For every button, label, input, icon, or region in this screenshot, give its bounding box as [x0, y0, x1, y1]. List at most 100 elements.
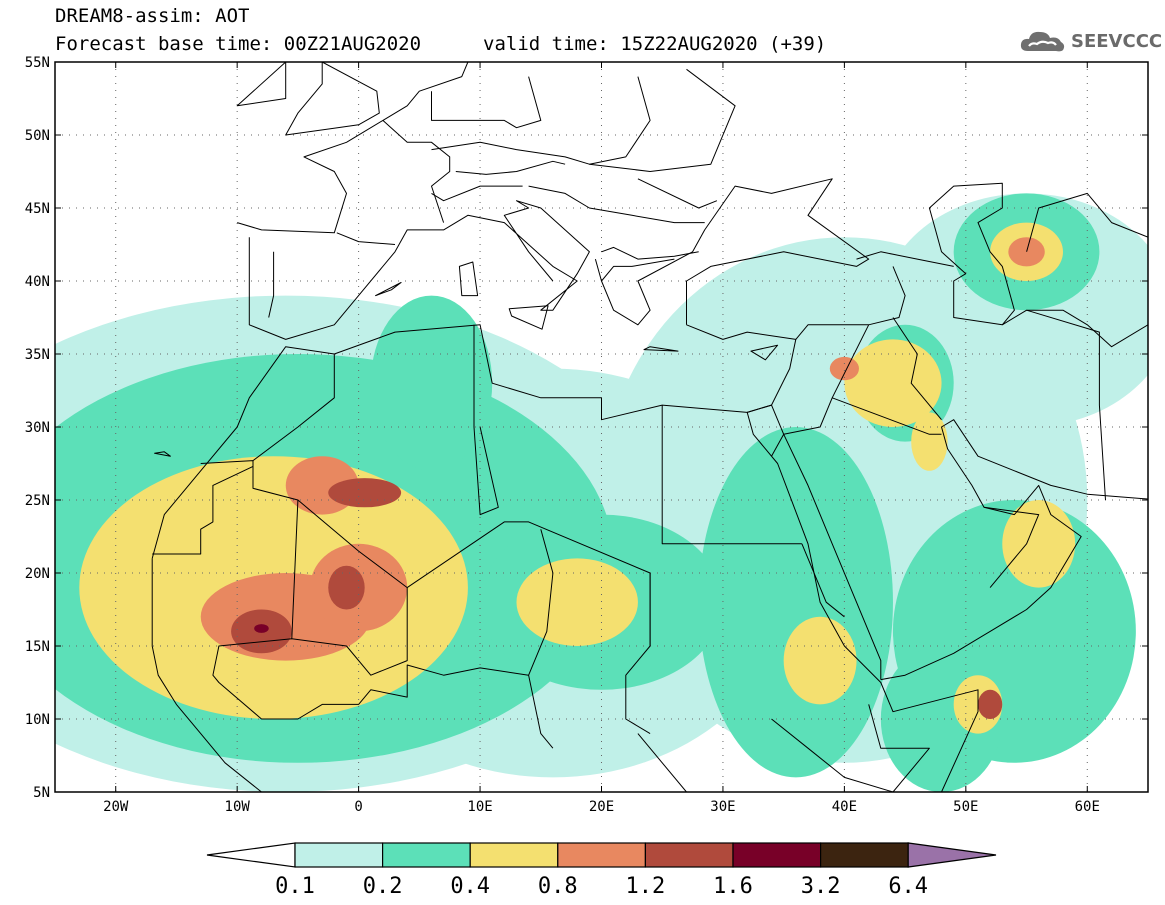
aot-region-level-3 — [911, 412, 948, 471]
island-outline — [285, 62, 380, 136]
colorbar-label: 1.2 — [626, 874, 666, 899]
country-border — [336, 232, 396, 245]
valid-time: valid time: 15Z22AUG2020 (+39) — [483, 33, 827, 55]
country-border — [1002, 309, 1106, 501]
country-border — [152, 465, 254, 555]
country-border — [200, 460, 651, 646]
x-tick-label: 10E — [467, 799, 492, 815]
caspian-coastline — [928, 182, 1015, 326]
x-tick-label: 10W — [225, 799, 251, 815]
country-border — [795, 324, 869, 340]
country-border — [892, 317, 942, 421]
colorbar-label: 0.8 — [538, 874, 578, 899]
island-outline — [643, 346, 679, 352]
country-border — [801, 543, 845, 618]
country-border — [856, 251, 954, 267]
colorbar-segment — [382, 842, 471, 868]
country-border — [1026, 192, 1148, 252]
colorbar-label: 0.4 — [450, 874, 490, 899]
island-outline — [375, 282, 402, 297]
x-tick-label: 0 — [354, 799, 362, 815]
logo-text: SEEVCCC — [1071, 30, 1163, 52]
aot-region-level-5 — [328, 565, 365, 610]
country-border — [382, 120, 451, 223]
country-border — [601, 258, 675, 282]
island-outline — [458, 261, 479, 297]
colorbar-segment — [469, 842, 559, 868]
x-tick-label: 50E — [953, 799, 978, 815]
aot-region-level-4 — [1008, 237, 1045, 267]
x-tick-label: 30E — [710, 799, 735, 815]
y-tick-label: 10N — [25, 712, 50, 728]
coastline — [594, 178, 870, 326]
country-border — [291, 499, 299, 639]
colorbar-upper-arrow — [907, 842, 997, 868]
x-tick-label: 20E — [589, 799, 614, 815]
y-tick-label: 50N — [25, 128, 50, 144]
aot-region-level-2 — [698, 427, 893, 778]
country-border — [1026, 309, 1148, 348]
country-border — [212, 587, 529, 720]
country-border — [252, 354, 335, 462]
coastline — [151, 558, 262, 792]
aot-field-layer — [55, 193, 1148, 792]
colorbar-segment — [557, 842, 646, 868]
country-border — [771, 718, 894, 792]
colorbar-segment — [294, 842, 384, 868]
map-title: DREAM8-assim: AOT — [55, 5, 250, 27]
y-tick-label: 30N — [25, 420, 50, 436]
coastline — [151, 324, 797, 559]
coastline — [237, 62, 469, 234]
island-outline — [750, 344, 779, 361]
time-info: Forecast base time: 00Z21AUG2020 valid ti… — [55, 34, 826, 55]
y-tick-label: 20N — [25, 566, 50, 582]
colorbar: 0.1 0.2 0.4 0.8 1.2 1.6 3.2 6.4 — [206, 842, 997, 899]
colorbar-segment — [732, 842, 822, 868]
country-border — [431, 76, 542, 129]
y-tick-label: 55N — [25, 55, 50, 71]
x-tick-label: 40E — [832, 799, 857, 815]
x-tick-label: 60E — [1075, 799, 1100, 815]
cloud-icon — [1020, 31, 1065, 52]
country-border — [625, 573, 651, 735]
colorbar-label: 1.6 — [713, 874, 753, 899]
country-border — [832, 397, 942, 435]
y-tick-label: 25N — [25, 493, 50, 509]
aot-region-level-5 — [977, 689, 1003, 720]
coastline — [880, 419, 1148, 681]
y-tick-label: 5N — [33, 785, 50, 801]
colorbar-segment — [644, 842, 734, 868]
country-border — [455, 160, 566, 175]
aot-region-level-6 — [254, 624, 269, 633]
country-border — [983, 506, 1040, 588]
coastline — [248, 200, 590, 340]
x-axis-ticks: 20W 10W 0 10E 20E 30E 40E 50E 60E — [103, 62, 1100, 815]
seevccc-logo: SEEVCCC — [1018, 26, 1162, 56]
aot-region-level-3 — [844, 339, 942, 428]
country-border — [637, 178, 718, 209]
country-border — [637, 733, 688, 792]
colorbar-lower-arrow — [206, 842, 296, 868]
aot-region-level-5 — [328, 478, 402, 508]
country-border — [661, 405, 802, 545]
country-border — [601, 246, 699, 260]
country-border — [528, 529, 554, 749]
aot-region-level-3 — [783, 616, 857, 705]
country-border — [431, 76, 651, 165]
country-border — [528, 185, 705, 224]
colorbar-label: 0.1 — [275, 874, 315, 899]
y-tick-label: 45N — [25, 201, 50, 217]
aot-region-level-3 — [516, 558, 638, 646]
island-outline — [154, 451, 171, 457]
colorbar-label: 0.2 — [363, 874, 403, 899]
y-tick-label: 15N — [25, 639, 50, 655]
colorbar-label: 6.4 — [888, 874, 928, 899]
colorbar-label: 3.2 — [801, 874, 841, 899]
y-tick-label: 35N — [25, 347, 50, 363]
y-axis-ticks: 55N 50N 45N 40N 35N 30N 25N 20N 15N 10N 5N — [25, 55, 1148, 801]
island-outline — [508, 305, 549, 330]
island-outline — [236, 62, 287, 107]
x-tick-label: 20W — [103, 799, 129, 815]
country-border — [473, 426, 499, 516]
